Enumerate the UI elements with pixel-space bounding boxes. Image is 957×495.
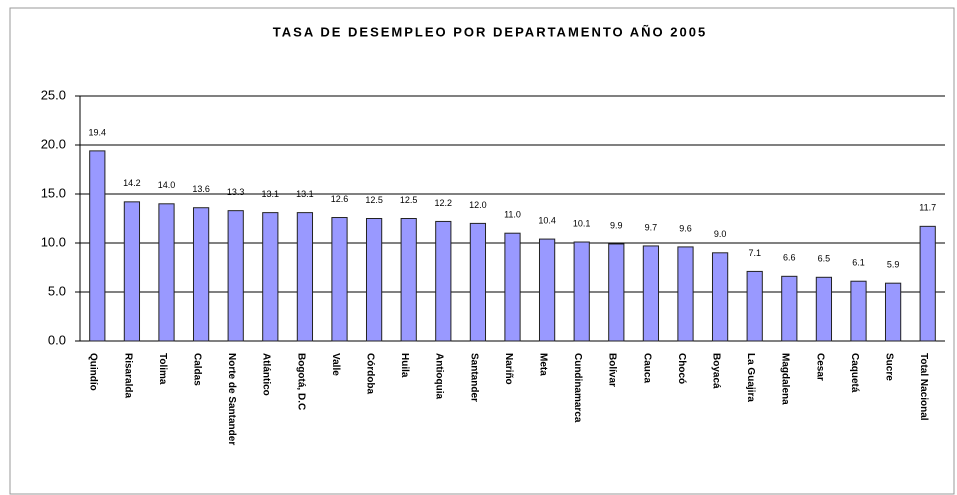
y-tick-label: 15.0 bbox=[41, 185, 66, 200]
value-label: 6.1 bbox=[852, 258, 865, 268]
x-tick-label: Valle bbox=[330, 353, 341, 376]
value-label: 13.3 bbox=[227, 187, 245, 197]
x-tick-label: Risaralda bbox=[122, 353, 133, 398]
x-tick-label: Chocó bbox=[676, 353, 687, 384]
x-tick-label: Bogotá, D.C bbox=[295, 353, 306, 410]
value-label: 13.6 bbox=[192, 184, 210, 194]
x-tick-label: Quindío bbox=[88, 353, 99, 391]
x-tick-label: Total Nacional bbox=[918, 353, 929, 421]
y-tick-label: 0.0 bbox=[48, 332, 66, 347]
x-tick-label: Caquetá bbox=[849, 353, 860, 393]
y-tick-label: 10.0 bbox=[41, 234, 66, 249]
y-tick-label: 25.0 bbox=[41, 87, 66, 102]
value-label: 7.1 bbox=[748, 248, 761, 258]
x-tick-label: Atlántico bbox=[261, 353, 272, 396]
x-tick-label: Antioquia bbox=[434, 353, 445, 400]
value-label: 9.6 bbox=[679, 223, 692, 233]
x-tick-label: Magdalena bbox=[780, 353, 791, 405]
value-label: 9.0 bbox=[714, 229, 727, 239]
bar bbox=[158, 203, 175, 342]
value-label: 14.0 bbox=[158, 180, 176, 190]
chart-title: TASA DE DESEMPLEO POR DEPARTAMENTO AÑO 2… bbox=[273, 24, 707, 39]
value-label: 11.7 bbox=[919, 203, 936, 213]
bar bbox=[573, 241, 590, 342]
bar bbox=[123, 201, 141, 342]
bar bbox=[469, 222, 487, 342]
x-tick-label: Tolima bbox=[157, 353, 168, 385]
x-tick-label: Córdoba bbox=[364, 353, 375, 395]
value-label: 19.4 bbox=[89, 127, 107, 137]
bar bbox=[711, 252, 729, 342]
x-tick-label: La Guajira bbox=[745, 353, 756, 402]
bar bbox=[781, 275, 798, 342]
value-label: 11.0 bbox=[504, 210, 521, 220]
bar bbox=[296, 212, 314, 342]
bar bbox=[884, 282, 902, 342]
bar bbox=[227, 210, 244, 342]
bar bbox=[538, 238, 556, 342]
bar bbox=[192, 207, 210, 342]
x-tick-label: Huila bbox=[399, 353, 410, 378]
bar bbox=[815, 276, 833, 342]
bar bbox=[331, 217, 348, 342]
bar bbox=[365, 218, 383, 342]
bar bbox=[435, 220, 452, 342]
bar bbox=[642, 245, 660, 342]
x-tick-label: Caldas bbox=[191, 353, 202, 386]
x-tick-label: Nariño bbox=[503, 353, 514, 385]
value-label: 12.0 bbox=[469, 200, 487, 210]
value-label: 9.9 bbox=[610, 220, 623, 230]
value-label: 13.1 bbox=[262, 189, 280, 199]
x-tick-label: Bolívar bbox=[607, 353, 618, 387]
x-tick-label: Sucre bbox=[883, 353, 894, 381]
value-label: 14.2 bbox=[123, 178, 141, 188]
x-tick-label: Cauca bbox=[641, 353, 652, 383]
value-label: 12.5 bbox=[365, 195, 383, 205]
value-label: 10.1 bbox=[573, 218, 591, 228]
value-label: 13.1 bbox=[296, 189, 314, 199]
x-tick-label: Santander bbox=[468, 353, 479, 402]
bar bbox=[608, 243, 625, 342]
value-label: 9.7 bbox=[645, 222, 658, 232]
bar bbox=[746, 270, 763, 342]
x-tick-label: Meta bbox=[537, 353, 548, 376]
bar bbox=[504, 232, 521, 342]
value-label: 12.5 bbox=[400, 195, 418, 205]
bar bbox=[677, 246, 694, 342]
x-tick-label: Cesar bbox=[814, 353, 825, 381]
value-label: 12.2 bbox=[435, 198, 453, 208]
y-tick-label: 20.0 bbox=[41, 136, 66, 151]
value-label: 5.9 bbox=[887, 260, 900, 270]
bar bbox=[919, 225, 936, 342]
value-label: 12.6 bbox=[331, 194, 349, 204]
x-tick-label: Boyacá bbox=[710, 353, 721, 389]
bar bbox=[850, 280, 867, 342]
bar bbox=[400, 218, 417, 342]
value-label: 6.6 bbox=[783, 253, 796, 263]
x-tick-label: Cundinamarca bbox=[572, 353, 583, 423]
value-label: 10.4 bbox=[538, 215, 556, 225]
bar bbox=[89, 150, 106, 342]
bar bbox=[262, 212, 279, 342]
y-tick-label: 5.0 bbox=[48, 283, 66, 298]
value-label: 6.5 bbox=[818, 254, 831, 264]
x-tick-label: Norte de Santander bbox=[226, 353, 237, 445]
